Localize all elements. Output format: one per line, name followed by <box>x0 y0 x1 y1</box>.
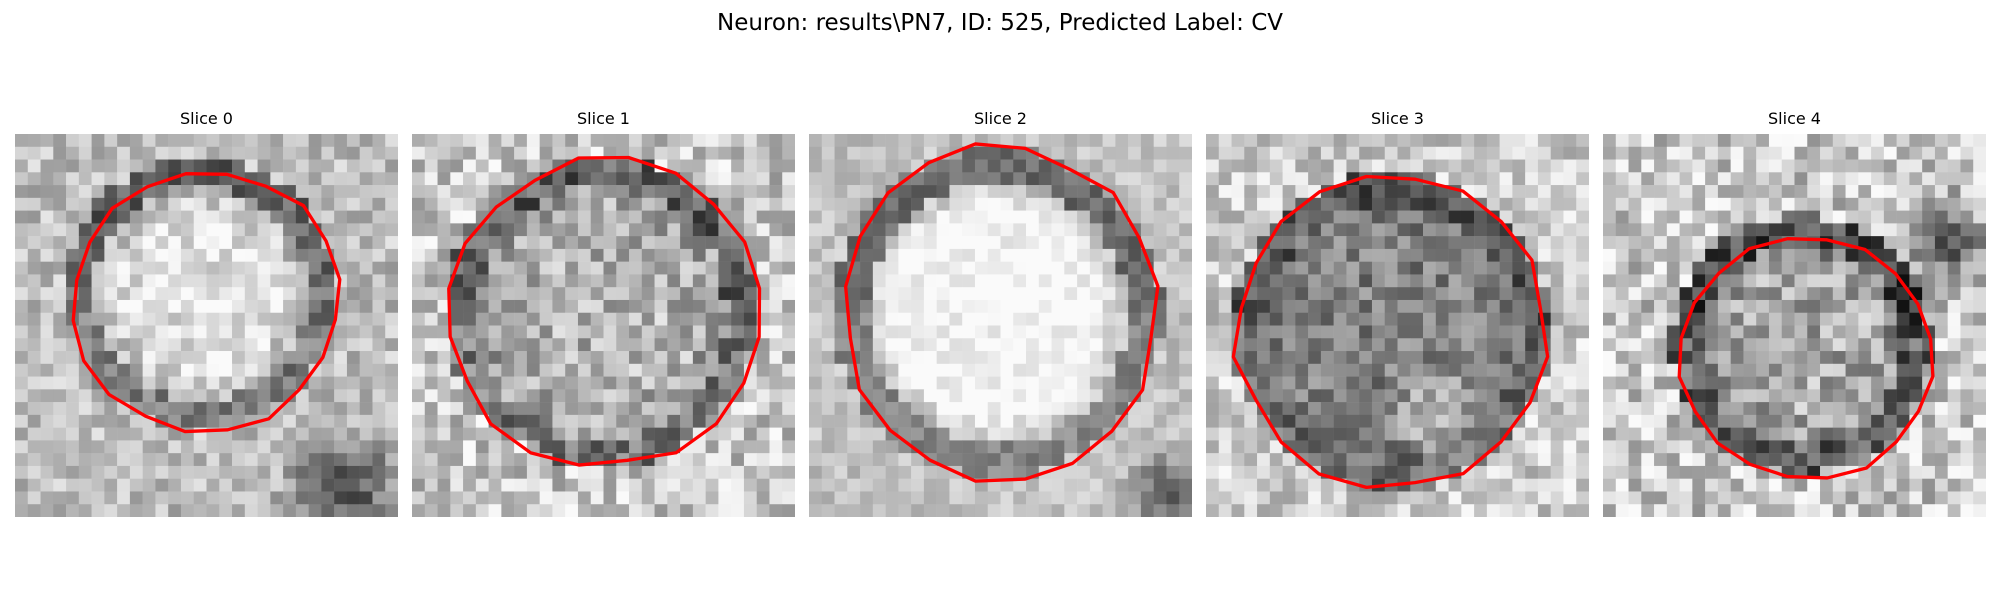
slice-title: Slice 4 <box>1768 109 1821 128</box>
contour-outline <box>1231 174 1550 490</box>
slice-title: Slice 1 <box>577 109 630 128</box>
microscopy-image <box>1603 134 1986 517</box>
contour-outline <box>1677 237 1935 480</box>
contour-outline <box>71 172 342 434</box>
contour-outline <box>447 155 762 467</box>
microscopy-image <box>15 134 398 517</box>
pixel-grid <box>809 134 1192 517</box>
pixel-grid <box>1603 134 1986 517</box>
microscopy-image <box>412 134 795 517</box>
contour-outline <box>843 142 1160 483</box>
microscopy-image <box>809 134 1192 517</box>
pixel-grid <box>15 134 398 517</box>
slice-title: Slice 2 <box>974 109 1027 128</box>
slice-title: Slice 3 <box>1371 109 1424 128</box>
pixel-grid <box>412 134 795 517</box>
figure-title: Neuron: results\PN7, ID: 525, Predicted … <box>717 10 1283 36</box>
microscopy-image <box>1206 134 1589 517</box>
slice-title: Slice 0 <box>180 109 233 128</box>
pixel-grid <box>1206 134 1589 517</box>
